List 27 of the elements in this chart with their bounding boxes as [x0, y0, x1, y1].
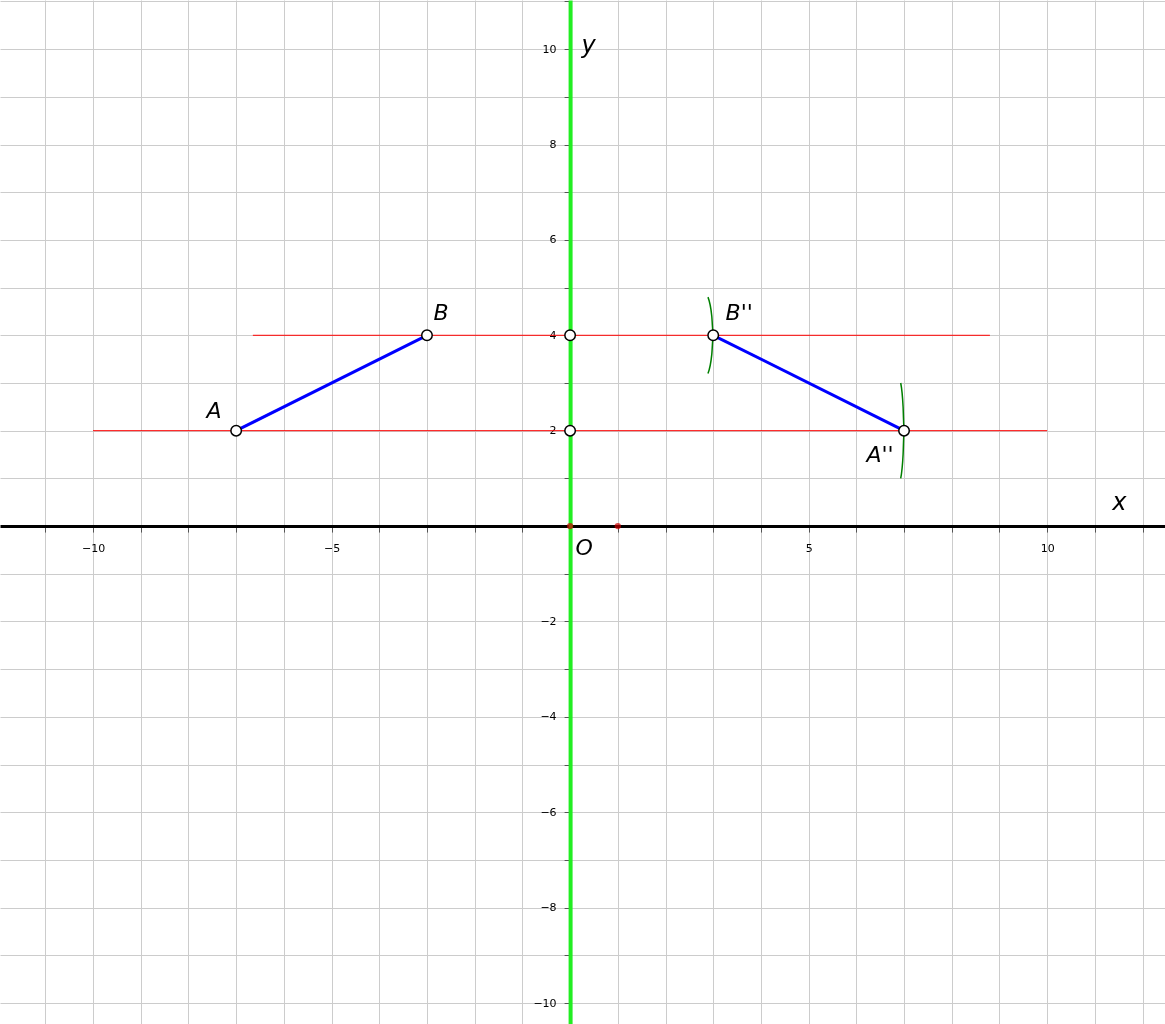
y-tick-label: −6 [540, 805, 557, 819]
point [707, 329, 720, 342]
x-tick-label: 10 [1040, 541, 1055, 555]
x-tick-label: −5 [323, 541, 341, 555]
y-tick-label: −4 [540, 710, 557, 724]
point [614, 522, 621, 530]
annotation: A [204, 397, 222, 423]
point [898, 424, 911, 437]
y-tick-label: −2 [540, 614, 557, 628]
y-tick-label: −10 [533, 996, 557, 1010]
point [564, 329, 577, 342]
y-axis-title: y [580, 30, 597, 59]
y-tick-label: 10 [542, 42, 557, 56]
x-axis-title: x [1111, 487, 1128, 516]
y-tick-label: 8 [549, 138, 557, 152]
point [230, 424, 243, 437]
annotation: A'' [864, 441, 894, 467]
y-tick-label: 6 [549, 233, 557, 247]
point [566, 522, 574, 530]
point [420, 329, 433, 342]
point [564, 424, 577, 437]
y-tick-label: −8 [540, 901, 557, 915]
annotation: B'' [725, 300, 753, 326]
x-tick-label: 5 [805, 541, 813, 555]
x-tick-label: −10 [81, 541, 106, 555]
annotation: B [433, 300, 449, 326]
annotation: O [575, 535, 593, 561]
